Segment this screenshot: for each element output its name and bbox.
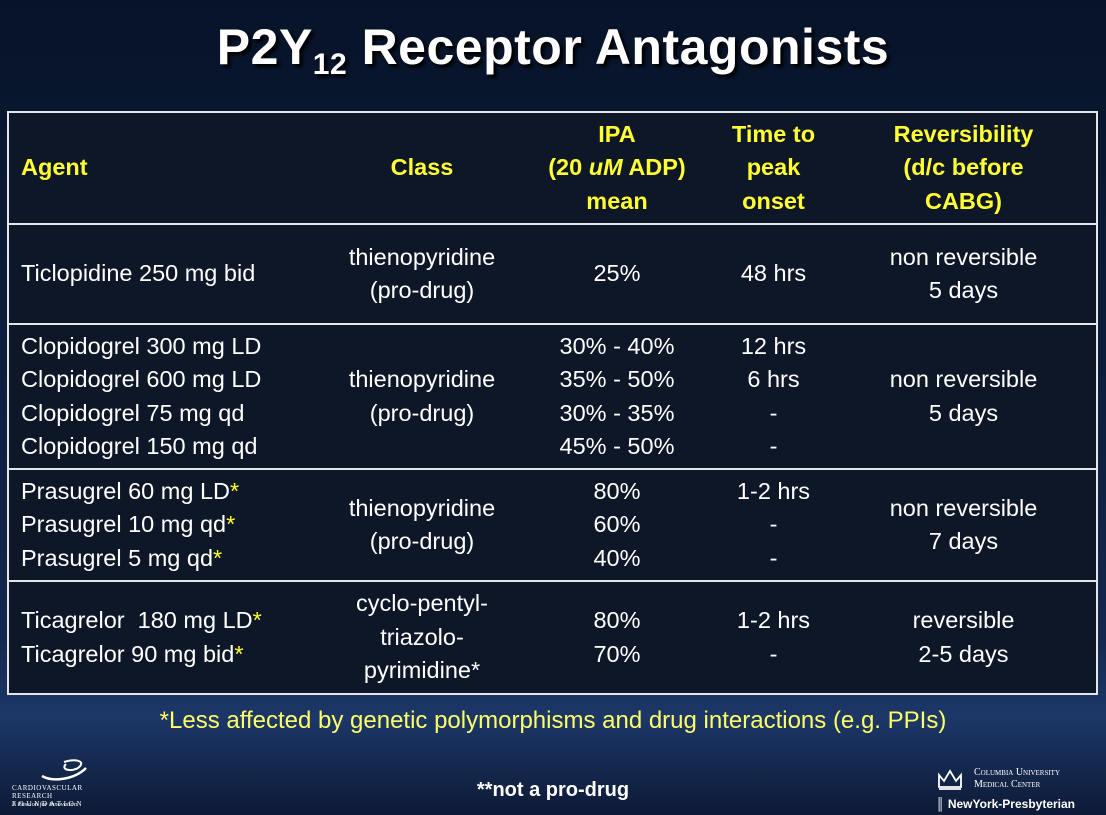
table-header-row: Agent Class IPA (20 uM ADP) mean Time to… [7, 111, 1098, 225]
cell-agent: Ticagrelor 180 mg LD* Ticagrelor 90 mg b… [7, 580, 326, 695]
crown-icon [938, 769, 962, 790]
cell-class: thienopyridine (pro-drug) [326, 468, 518, 582]
header-reversibility: Reversibility (d/c before CABG) [831, 111, 1098, 225]
cell-reversibility: reversible 2-5 days [831, 580, 1098, 695]
cell-time: 1-2 hrs - [716, 580, 831, 695]
title-rest: Receptor Antagonists [347, 19, 890, 75]
cell-class: cyclo-pentyl- triazolo- pyrimidine* [326, 580, 518, 695]
asterisk-mark: * [252, 607, 262, 633]
cell-class: thienopyridine (pro-drug) [326, 323, 518, 470]
table-row-clopidogrel: Clopidogrel 300 mg LD Clopidogrel 600 mg… [7, 323, 1098, 470]
cell-time: 48 hrs [716, 223, 831, 325]
cell-ipa: 25% [518, 223, 716, 325]
columbia-name: Columbia University Medical Center [974, 767, 1060, 790]
asterisk-mark: * [230, 477, 240, 504]
asterisk-mark: * [213, 544, 223, 571]
cell-reversibility: non reversible 5 days [831, 223, 1098, 325]
asterisk-mark: * [226, 511, 236, 538]
cell-ipa: 30% - 40% 35% - 50% 30% - 35% 45% - 50% [518, 323, 716, 470]
crf-tagline: A Passion for Innovation [12, 801, 78, 808]
cell-ipa: 80% 60% 40% [518, 468, 716, 582]
header-time-to-peak: Time to peak onset [716, 111, 831, 225]
cell-agent: Ticlopidine 250 mg bid [7, 223, 326, 325]
cell-class: thienopyridine (pro-drug) [326, 223, 518, 325]
footnote-not-prodrug: **not a pro-drug [476, 779, 630, 801]
asterisk-mark: * [234, 640, 244, 667]
table-row-ticlopidine: Ticlopidine 250 mg bid thienopyridine (pr… [7, 223, 1098, 325]
cell-reversibility: non reversible 7 days [831, 468, 1098, 582]
cell-time: 1-2 hrs - - [716, 468, 831, 582]
table-row-prasugrel: Prasugrel 60 mg LD* Prasugrel 10 mg qd* … [7, 468, 1098, 582]
table-row-ticagrelor: Ticagrelor 180 mg LD* Ticagrelor 90 mg b… [7, 580, 1098, 695]
columbia-logo: Columbia University Medical Center ║ New… [936, 764, 1096, 812]
crf-logo: CARDIOVASCULAR RESEARCH F O U N D A T I … [12, 758, 122, 810]
slide-title: P2Y12 Receptor Antagonists [0, 18, 1106, 80]
cell-ipa: 80% 70% [518, 580, 716, 695]
title-main: P2Y [216, 19, 313, 75]
title-subscript: 12 [312, 48, 348, 81]
cell-agent: Clopidogrel 300 mg LD Clopidogrel 600 mg… [7, 323, 326, 470]
header-agent: Agent [7, 111, 326, 225]
nyp-name: ║ NewYork-Presbyterian [936, 797, 1076, 811]
footnote-genetic: *Less affected by genetic polymorphisms … [159, 707, 947, 734]
nyp-icon: ║ [936, 797, 948, 811]
crf-name: CARDIOVASCULAR RESEARCH F O U N D A T I … [12, 784, 83, 808]
header-ipa: IPA (20 uM ADP) mean [518, 111, 716, 225]
antagonists-table: Agent Class IPA (20 uM ADP) mean Time to… [7, 111, 1098, 695]
header-class: Class [326, 111, 518, 225]
crf-swoosh-icon [41, 759, 87, 781]
cell-agent: Prasugrel 60 mg LD* Prasugrel 10 mg qd* … [7, 468, 326, 582]
cell-reversibility: non reversible 5 days [831, 323, 1098, 470]
cell-time: 12 hrs 6 hrs - - [716, 323, 831, 470]
